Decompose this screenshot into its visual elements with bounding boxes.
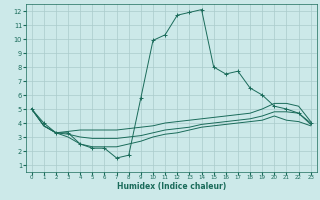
X-axis label: Humidex (Indice chaleur): Humidex (Indice chaleur) (116, 182, 226, 191)
